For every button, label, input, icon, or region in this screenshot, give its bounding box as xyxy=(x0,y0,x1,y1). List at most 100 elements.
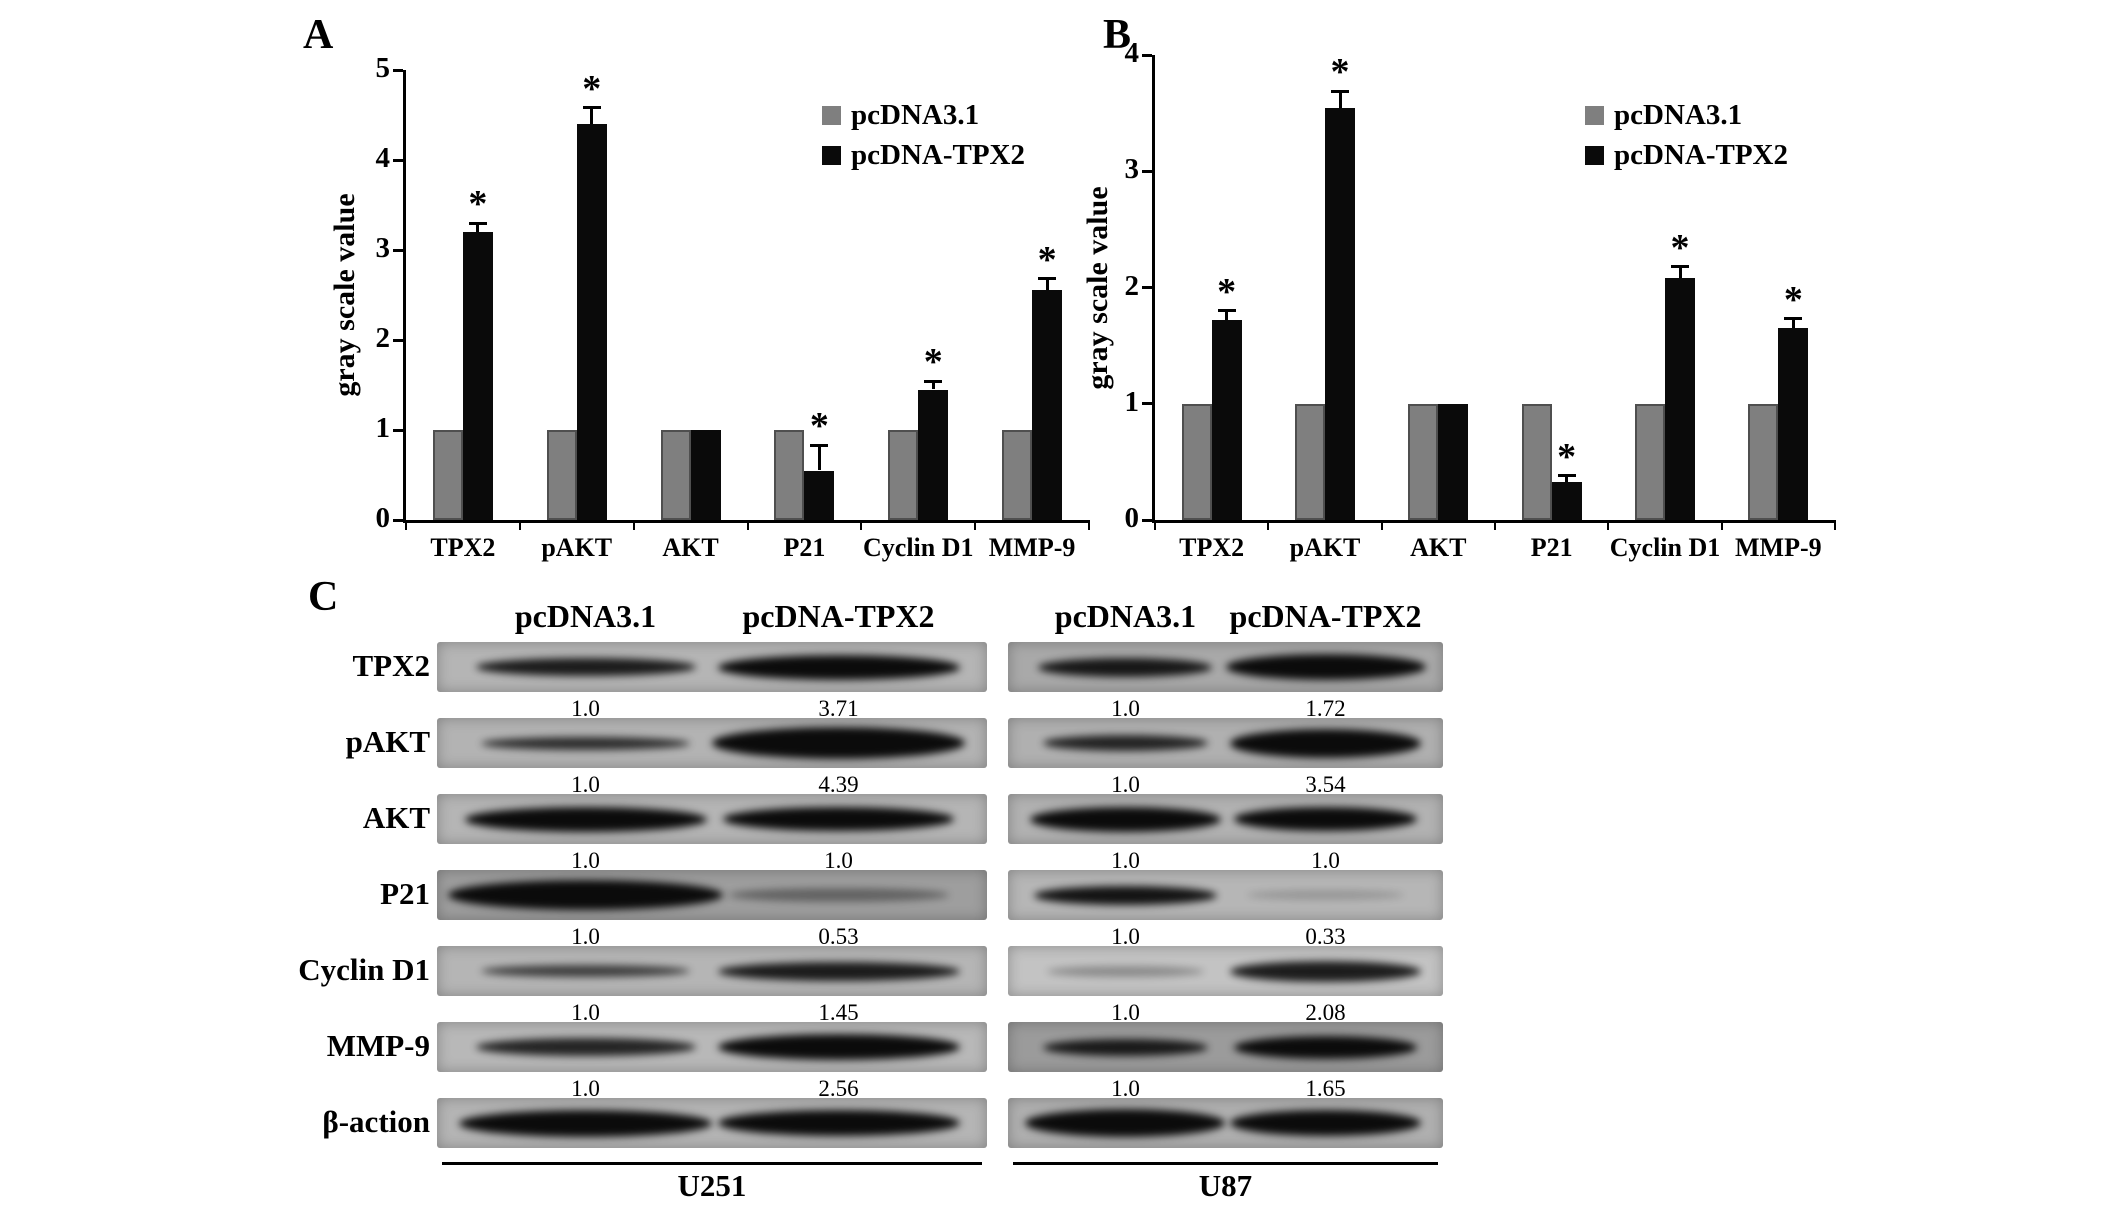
blot-strip xyxy=(1008,718,1443,768)
band-value: 1.0 xyxy=(571,924,600,949)
y-tick-mark xyxy=(1142,53,1152,57)
protein-band xyxy=(481,965,690,977)
protein-band xyxy=(448,880,723,910)
protein-band xyxy=(1247,890,1404,900)
protein-band xyxy=(1042,735,1209,751)
y-tick-mark xyxy=(393,248,403,252)
bar-pcdna31 xyxy=(1181,403,1212,520)
band-value: 1.0 xyxy=(824,848,853,873)
bar-pcdna-tpx2 xyxy=(1325,108,1355,520)
bar-pcdna31 xyxy=(432,430,463,520)
cell-line-label: U251 xyxy=(677,1168,747,1203)
error-bar-cap xyxy=(1331,89,1349,93)
protein-band xyxy=(1229,960,1422,982)
significance-marker: * xyxy=(582,67,602,110)
y-tick-label: 5 xyxy=(375,52,391,84)
band-value: 1.0 xyxy=(1311,848,1340,873)
y-tick-mark xyxy=(1142,169,1152,173)
blot-strip xyxy=(1008,794,1443,844)
error-bar-cap xyxy=(1038,277,1057,281)
bar-pcdna-tpx2 xyxy=(1551,481,1582,520)
error-bar-cap xyxy=(1557,474,1576,478)
significance-marker: * xyxy=(468,183,488,225)
error-bar xyxy=(1338,91,1342,109)
bar-pcdna31 xyxy=(888,430,919,520)
x-category-label: TPX2 xyxy=(1179,533,1245,562)
bar-pcdna-tpx2 xyxy=(1211,320,1242,520)
x-tick-mark xyxy=(1267,520,1270,530)
lane-header: pcDNA3.1 xyxy=(514,598,657,634)
band-value: 1.0 xyxy=(1111,848,1140,873)
x-tick-mark xyxy=(1154,520,1156,530)
protein-band xyxy=(1225,654,1426,680)
protein-band xyxy=(1025,1109,1226,1137)
error-bar-cap xyxy=(924,379,943,383)
cell-line-underline xyxy=(1013,1162,1438,1165)
significance-marker: * xyxy=(1783,278,1803,321)
y-tick-mark xyxy=(1142,402,1152,406)
blot-row-label: AKT xyxy=(362,800,430,835)
x-tick-mark xyxy=(1494,520,1496,530)
error-bar xyxy=(817,445,821,471)
error-bar xyxy=(1045,278,1049,290)
significance-marker: * xyxy=(923,341,943,384)
x-tick-mark xyxy=(1380,520,1383,530)
band-value: 0.33 xyxy=(1305,924,1346,949)
cell-line-underline xyxy=(442,1162,982,1165)
x-category-label: MMP-9 xyxy=(1735,533,1822,562)
legend-swatch-pcdna-tpx2 xyxy=(1585,146,1604,166)
band-value: 1.0 xyxy=(571,1076,600,1101)
blot-row-label: Cyclin D1 xyxy=(298,952,430,987)
lane-header: pcDNA-TPX2 xyxy=(742,598,935,634)
band-value: 1.0 xyxy=(1111,924,1140,949)
x-tick-mark xyxy=(860,520,863,530)
protein-band xyxy=(481,736,690,750)
legend-item-pcdna-tpx2: pcDNA-TPX2 xyxy=(1585,138,1788,172)
lane-header: pcDNA-TPX2 xyxy=(1229,598,1422,634)
y-tick-label: 0 xyxy=(1124,502,1140,534)
protein-band xyxy=(1029,806,1222,832)
panel-a-label: A xyxy=(303,12,334,58)
y-tick-label: 1 xyxy=(1124,385,1140,418)
bar-pcdna31 xyxy=(1521,403,1552,520)
y-tick-mark xyxy=(1142,286,1152,289)
protein-band xyxy=(728,888,949,902)
bar-pcdna31 xyxy=(546,430,577,520)
significance-marker: * xyxy=(1217,270,1237,313)
x-category-label: P21 xyxy=(783,533,826,562)
y-tick-mark xyxy=(393,68,403,72)
panel-b-label: B xyxy=(1103,12,1132,58)
legend-swatch-pcdna-tpx2 xyxy=(822,146,841,166)
lane-header: pcDNA3.1 xyxy=(1054,598,1197,634)
blot-row-label: P21 xyxy=(380,876,430,911)
cell-line-label: U87 xyxy=(1198,1168,1253,1203)
x-category-label: TPX2 xyxy=(430,533,496,562)
protein-band xyxy=(1047,965,1204,977)
blot-strip xyxy=(1008,870,1443,920)
protein-band xyxy=(475,658,696,676)
error-bar-cap xyxy=(1217,309,1236,313)
bar-pcdna31 xyxy=(1408,403,1439,520)
error-bar xyxy=(1565,475,1569,482)
protein-band xyxy=(1229,728,1422,758)
x-category-label: AKT xyxy=(662,533,719,562)
y-tick-mark xyxy=(393,158,403,162)
legend-label-pcdna-tpx2: pcDNA-TPX2 xyxy=(851,138,1025,171)
y-tick-label: 2 xyxy=(375,322,391,354)
y-tick-label: 3 xyxy=(375,232,391,264)
error-bar xyxy=(1678,266,1682,279)
band-value: 1.0 xyxy=(571,1000,600,1025)
y-tick-label: 2 xyxy=(1124,269,1140,302)
protein-band xyxy=(723,807,954,831)
significance-marker: * xyxy=(809,405,829,448)
protein-band xyxy=(1038,657,1213,677)
band-value: 1.0 xyxy=(1111,696,1140,721)
legend-label-pcdna-tpx2: pcDNA-TPX2 xyxy=(1614,138,1788,171)
x-category-label: pAKT xyxy=(1289,533,1361,562)
protein-band xyxy=(712,727,965,759)
y-tick-label: 1 xyxy=(375,412,391,444)
significance-marker: * xyxy=(1557,435,1577,478)
blot-strip xyxy=(1008,1022,1443,1072)
bar-pcdna31 xyxy=(1002,430,1033,520)
